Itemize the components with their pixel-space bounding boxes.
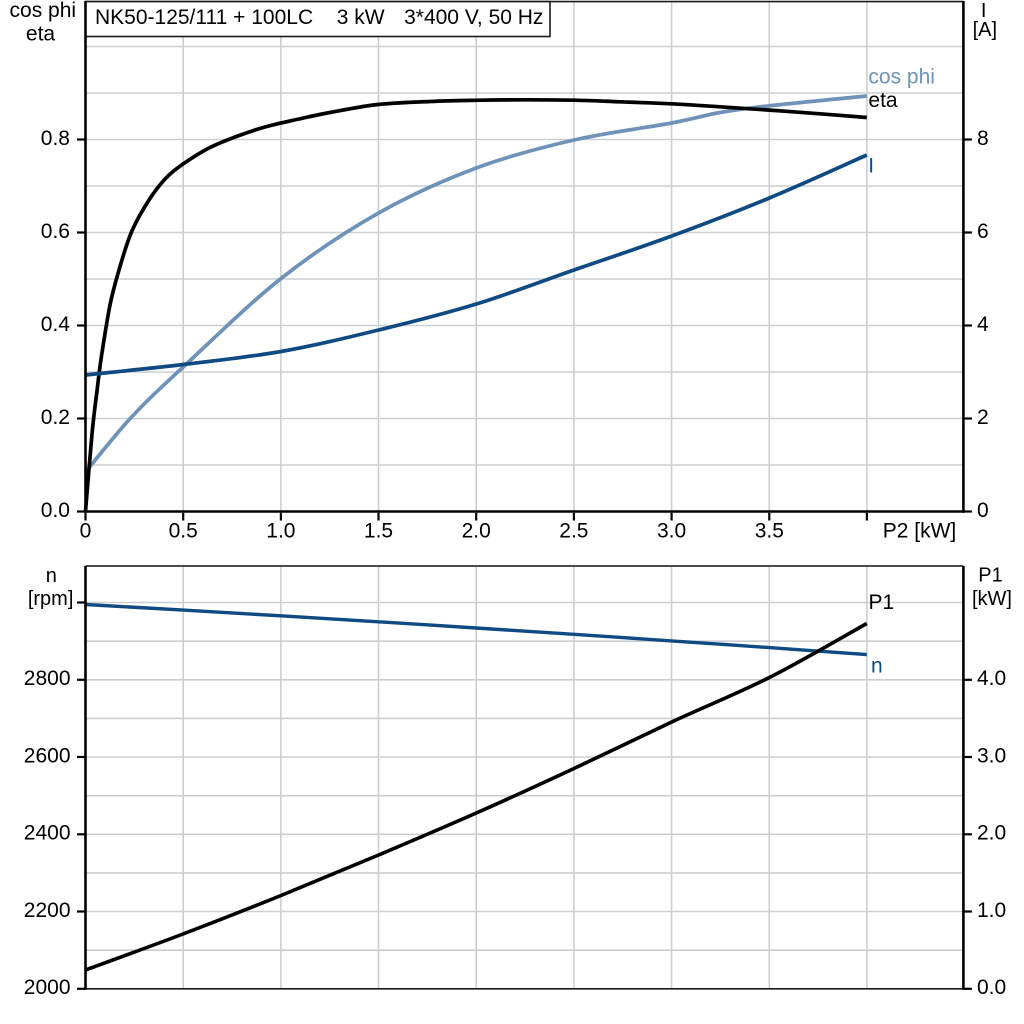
svg-text:0.2: 0.2	[41, 406, 70, 429]
svg-text:0.4: 0.4	[41, 313, 71, 336]
svg-text:cos phi: cos phi	[10, 0, 77, 22]
svg-text:2.0: 2.0	[977, 822, 1006, 845]
svg-text:I: I	[868, 154, 874, 177]
svg-text:3.0: 3.0	[977, 744, 1006, 767]
svg-text:4.0: 4.0	[977, 667, 1006, 690]
svg-text:[rpm]: [rpm]	[28, 588, 74, 610]
svg-text:eta: eta	[26, 22, 56, 45]
svg-text:8: 8	[977, 127, 989, 150]
svg-text:2200: 2200	[24, 899, 71, 922]
svg-text:n: n	[46, 565, 57, 587]
svg-text:0: 0	[977, 499, 989, 522]
svg-text:P1: P1	[869, 591, 895, 614]
svg-text:eta: eta	[868, 89, 898, 112]
svg-text:2400: 2400	[24, 822, 71, 845]
svg-text:1.0: 1.0	[266, 519, 295, 542]
svg-text:2000: 2000	[24, 976, 71, 999]
svg-text:3.5: 3.5	[755, 519, 784, 542]
svg-text:0.0: 0.0	[977, 976, 1006, 999]
svg-text:I: I	[981, 0, 987, 22]
svg-text:[A]: [A]	[973, 19, 997, 41]
svg-text:n: n	[871, 654, 883, 677]
svg-text:2600: 2600	[24, 744, 71, 767]
svg-text:0.8: 0.8	[41, 127, 70, 150]
svg-text:P1: P1	[978, 564, 1002, 586]
svg-text:4: 4	[977, 313, 989, 336]
svg-text:cos phi: cos phi	[868, 65, 935, 88]
svg-text:2800: 2800	[24, 667, 71, 690]
svg-text:0: 0	[80, 519, 92, 542]
svg-text:2: 2	[977, 406, 989, 429]
svg-text:0.5: 0.5	[169, 519, 198, 542]
svg-text:0.6: 0.6	[41, 220, 70, 243]
svg-text:6: 6	[977, 220, 989, 243]
svg-text:1.5: 1.5	[364, 519, 393, 542]
svg-text:2.0: 2.0	[462, 519, 491, 542]
svg-text:[kW]: [kW]	[972, 588, 1012, 610]
svg-text:1.0: 1.0	[977, 899, 1006, 922]
svg-text:P2 [kW]: P2 [kW]	[883, 519, 957, 542]
svg-text:2.5: 2.5	[559, 519, 588, 542]
svg-text:3.0: 3.0	[657, 519, 686, 542]
svg-text:0.0: 0.0	[41, 499, 70, 522]
